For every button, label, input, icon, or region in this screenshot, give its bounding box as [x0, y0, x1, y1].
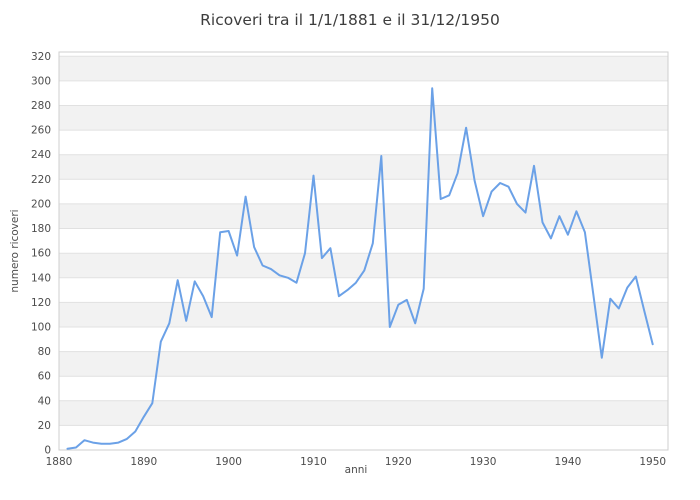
y-tick-label: 140: [31, 272, 51, 284]
x-tick-label: 1880: [46, 456, 73, 468]
y-tick-label: 100: [31, 322, 51, 334]
plot-border: [58, 51, 669, 451]
y-tick-label: 20: [38, 420, 51, 432]
plot-band: [59, 253, 668, 278]
y-tick-label: 120: [31, 297, 51, 309]
y-tick-label: 280: [31, 100, 51, 112]
chart-title: Ricoveri tra il 1/1/1881 e il 31/12/1950: [200, 11, 500, 29]
y-tick-label: 320: [31, 51, 51, 63]
plot-band: [59, 105, 668, 131]
y-tick-label: 260: [31, 125, 51, 137]
y-tick-label: 220: [31, 174, 51, 186]
x-tick-label: 1910: [300, 456, 327, 468]
x-tick-label: 1940: [555, 456, 582, 468]
y-tick-label: 80: [38, 346, 51, 358]
y-tick-label: 60: [38, 371, 51, 383]
x-tick-label: 1950: [639, 456, 666, 468]
y-tick-label: 40: [38, 395, 51, 407]
y-tick-label: 240: [31, 149, 51, 161]
y-tick-label: 300: [31, 75, 51, 87]
x-tick-label: 1930: [470, 456, 497, 468]
x-axis-label: anni: [344, 464, 368, 476]
data-series-line: [66, 87, 654, 450]
plot-band: [59, 351, 668, 377]
x-tick-label: 1890: [130, 456, 157, 468]
x-tick-label: 1920: [385, 456, 412, 468]
plot-band: [59, 56, 668, 81]
y-tick-label: 160: [31, 248, 51, 260]
plot-band: [59, 400, 668, 426]
x-tick-label: 1900: [215, 456, 242, 468]
plot-band: [59, 203, 668, 229]
plot-band: [59, 302, 668, 327]
y-tick-label: 200: [31, 198, 51, 210]
plot-band: [59, 154, 668, 180]
y-axis-label: numero ricoveri: [9, 209, 21, 293]
y-tick-label: 180: [31, 223, 51, 235]
y-tick-label: 0: [44, 445, 51, 457]
